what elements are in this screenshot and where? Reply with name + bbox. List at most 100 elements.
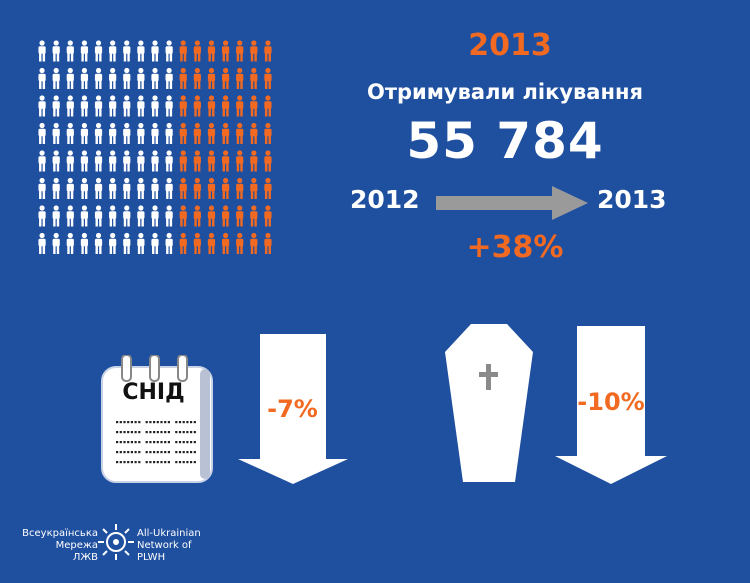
person-icon	[123, 177, 131, 199]
person-icon	[264, 95, 272, 117]
person-icon	[109, 40, 117, 62]
person-icon	[94, 40, 103, 62]
person-icon	[193, 122, 201, 144]
person-icon	[236, 122, 244, 144]
person-icon	[66, 205, 74, 227]
person-icon	[52, 205, 60, 227]
calendar-label: СНІД	[122, 380, 185, 405]
person-icon	[52, 67, 60, 89]
person-icon	[94, 122, 103, 144]
person-icon	[165, 40, 173, 62]
person-icon	[137, 177, 145, 199]
person-icon	[179, 122, 187, 144]
person-icon	[264, 205, 272, 227]
person-icon	[236, 177, 244, 199]
person-icon	[236, 205, 244, 227]
person-icon	[38, 177, 46, 199]
person-icon	[94, 67, 103, 89]
person-icon	[52, 177, 60, 199]
person-icon	[109, 177, 117, 199]
person-icon	[38, 67, 46, 89]
person-icon	[94, 232, 103, 254]
person-icon	[193, 205, 201, 227]
person-icon	[66, 40, 74, 62]
person-icon	[221, 205, 230, 227]
person-icon	[38, 150, 46, 172]
person-icon	[250, 40, 258, 62]
year-title: 2013	[468, 28, 552, 63]
subtitle: Отримували лікування	[367, 80, 643, 104]
aids-change-percent: -7%	[267, 395, 318, 423]
people-grid	[38, 40, 272, 254]
person-icon	[52, 40, 60, 62]
person-icon	[236, 95, 244, 117]
total-treated: 55 784	[406, 112, 604, 170]
person-icon	[193, 95, 201, 117]
logo-text-ua: Всеукраїнська Мережа ЛЖВ	[22, 528, 98, 563]
person-icon	[66, 95, 74, 117]
person-icon	[123, 205, 131, 227]
logo-text-en: All-Ukrainian Network of PLWH	[137, 528, 201, 563]
person-icon	[221, 232, 230, 254]
person-icon	[207, 40, 216, 62]
person-icon	[250, 122, 258, 144]
person-icon	[264, 232, 272, 254]
person-icon	[137, 95, 145, 117]
person-icon	[221, 122, 230, 144]
person-icon	[66, 67, 74, 89]
person-icon	[123, 40, 131, 62]
person-icon	[94, 95, 103, 117]
person-icon	[80, 150, 89, 172]
person-icon	[66, 122, 74, 144]
person-icon	[109, 232, 117, 254]
person-icon	[151, 122, 159, 144]
person-icon	[52, 150, 60, 172]
person-icon	[80, 232, 89, 254]
person-icon	[179, 205, 187, 227]
calendar-icon	[101, 355, 213, 483]
person-icon	[165, 177, 173, 199]
person-icon	[66, 232, 74, 254]
person-icon	[151, 67, 159, 89]
person-icon	[137, 232, 145, 254]
person-icon	[151, 150, 159, 172]
person-icon	[151, 205, 159, 227]
person-icon	[109, 67, 117, 89]
person-icon	[236, 67, 244, 89]
person-icon	[221, 40, 230, 62]
person-icon	[221, 150, 230, 172]
person-icon	[123, 67, 131, 89]
person-icon	[137, 205, 145, 227]
down-arrow-icon	[238, 334, 348, 484]
person-icon	[66, 150, 74, 172]
person-icon	[221, 95, 230, 117]
person-icon	[179, 177, 187, 199]
person-icon	[207, 122, 216, 144]
arrow-right-icon	[436, 186, 588, 220]
person-icon	[193, 232, 201, 254]
person-icon	[165, 232, 173, 254]
person-icon	[193, 40, 201, 62]
person-icon	[137, 67, 145, 89]
person-icon	[165, 150, 173, 172]
person-icon	[236, 232, 244, 254]
person-icon	[109, 122, 117, 144]
person-icon	[250, 67, 258, 89]
person-icon	[236, 150, 244, 172]
person-icon	[165, 205, 173, 227]
person-icon	[151, 40, 159, 62]
person-icon	[165, 95, 173, 117]
person-icon	[109, 95, 117, 117]
person-icon	[151, 177, 159, 199]
person-icon	[52, 122, 60, 144]
person-icon	[207, 177, 216, 199]
person-icon	[80, 122, 89, 144]
person-icon	[38, 205, 46, 227]
person-icon	[52, 95, 60, 117]
calendar-dots	[116, 421, 196, 464]
person-icon	[80, 67, 89, 89]
person-icon	[193, 67, 201, 89]
person-icon	[80, 40, 89, 62]
person-icon	[207, 232, 216, 254]
person-icon	[193, 150, 201, 172]
